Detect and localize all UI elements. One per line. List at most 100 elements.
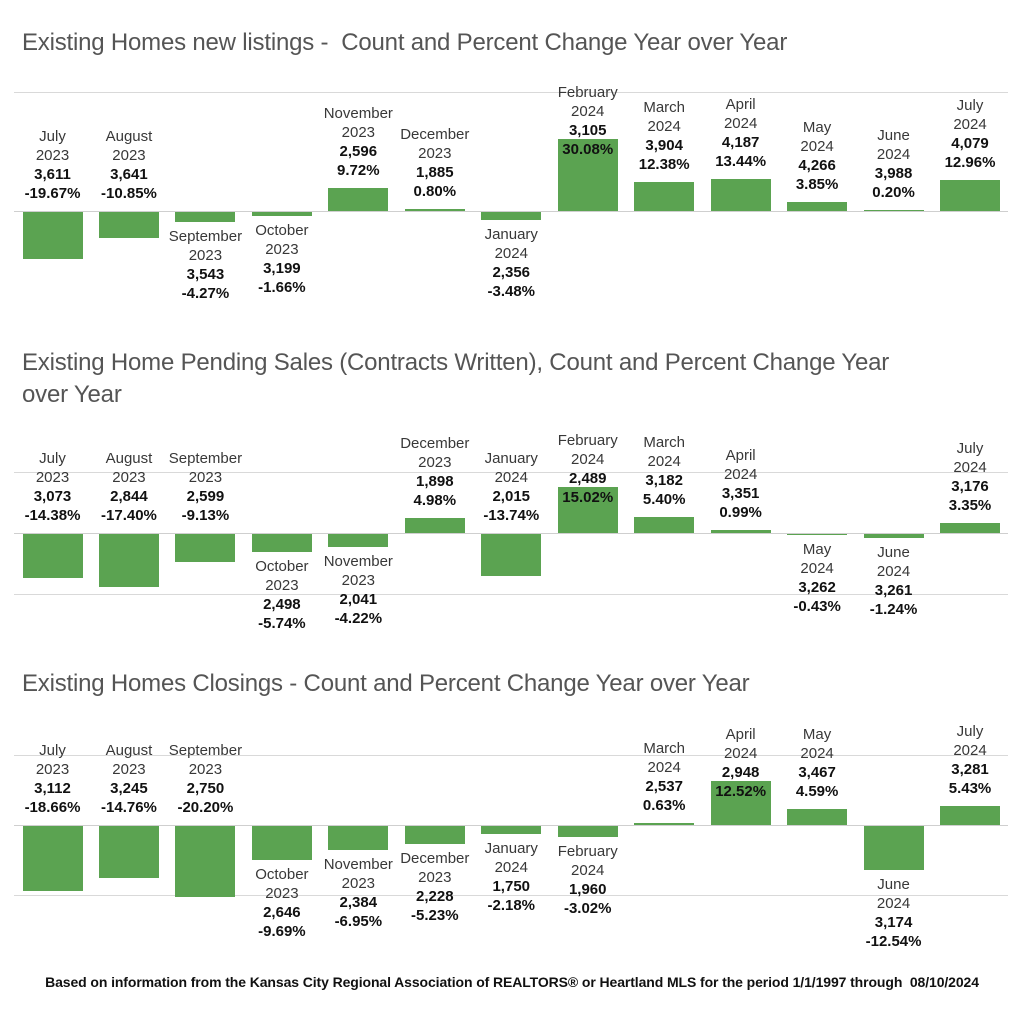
percent-label: 3.85% [795, 175, 839, 193]
bar-march-2024[interactable] [634, 181, 695, 211]
gridline--20pct [14, 895, 1008, 896]
chart-title-pending-sales: Existing Home Pending Sales (Contracts W… [22, 347, 889, 411]
bar-september-2023[interactable] [175, 826, 236, 897]
percent-label: 12.52% [715, 783, 767, 801]
bar-december-2023[interactable] [404, 517, 465, 533]
label-march-2024: March 2024 2,537 0.63% [564, 739, 764, 815]
bar-june-2024[interactable] [863, 826, 924, 870]
bar-january-2024[interactable] [481, 212, 542, 221]
label-september-2023: September 2023 3,543 -4.27% [105, 227, 305, 303]
bar-january-2024[interactable] [481, 534, 542, 576]
count-label: 2,356 [492, 264, 531, 282]
bar-november-2023[interactable] [328, 826, 389, 851]
label-october-2023: October 2023 2,646 -9.69% [182, 865, 382, 941]
year-label: 2024 [953, 742, 987, 759]
month-label: July [956, 723, 984, 740]
bar-april-2024[interactable] [710, 529, 771, 533]
bar-july-2023[interactable] [22, 826, 83, 892]
count-label: 3,351 [721, 484, 760, 502]
year-label: 2024 [571, 451, 605, 469]
bar-june-2024[interactable] [863, 534, 924, 538]
gridline-20pct [14, 755, 1008, 756]
bar-july-2024[interactable] [940, 180, 1001, 211]
bar-august-2023[interactable] [98, 534, 159, 588]
bar-april-2024[interactable] [710, 179, 771, 211]
month-label: March [643, 98, 686, 116]
month-label: April [725, 446, 756, 464]
month-label: February [557, 432, 618, 450]
bar-november-2023[interactable] [328, 187, 389, 211]
count-label: 2,844 [110, 488, 148, 505]
percent-label: -9.13% [181, 507, 230, 524]
bar-july-2024[interactable] [940, 805, 1001, 825]
bar-october-2023[interactable] [251, 212, 312, 216]
year-label: 2023 [188, 247, 223, 265]
bar-may-2024[interactable] [787, 808, 848, 825]
year-label: 2024 [723, 745, 758, 763]
month-label: October [255, 865, 309, 883]
label-november-2023: November 2023 2,596 9.72% [258, 104, 458, 180]
count-label: 2,384 [339, 894, 378, 912]
percent-label: -5.74% [258, 614, 306, 632]
bar-may-2024[interactable] [787, 201, 848, 211]
percent-label: 3.35% [948, 496, 992, 514]
percent-label: -1.66% [258, 278, 306, 296]
year-label: 2024 [723, 465, 758, 483]
percent-label: -14.76% [101, 799, 157, 816]
bar-february-2024[interactable] [557, 139, 618, 211]
percent-label: -4.22% [334, 609, 383, 627]
label-june-2024: June 2024 3,174 -12.54% [794, 875, 994, 951]
year-label: 2023 [112, 147, 146, 164]
count-label: 4,079 [951, 135, 989, 153]
count-label: 3,261 [874, 581, 913, 599]
bar-december-2023[interactable] [404, 209, 465, 211]
bar-april-2024[interactable] [710, 781, 771, 825]
percent-label: -10.85% [101, 185, 157, 202]
count-label: 3,988 [874, 165, 913, 182]
bar-february-2024[interactable] [557, 487, 618, 533]
count-label: 3,904 [645, 136, 683, 154]
bar-july-2023[interactable] [22, 212, 83, 259]
bar-march-2024[interactable] [634, 516, 695, 533]
label-october-2023: October 2023 2,498 -5.74% [182, 557, 382, 633]
bar-august-2023[interactable] [98, 212, 159, 238]
count-label: 3,611 [34, 166, 71, 183]
gridline-50pct [14, 92, 1008, 93]
year-label: 2024 [953, 458, 987, 476]
count-label: 3,073 [33, 488, 72, 505]
count-label: 4,266 [798, 156, 836, 174]
percent-label: -18.66% [24, 799, 81, 816]
year-label: 2023 [418, 453, 452, 471]
bar-september-2023[interactable] [175, 534, 236, 562]
bar-november-2023[interactable] [328, 534, 389, 547]
bar-july-2023[interactable] [22, 534, 83, 578]
bar-december-2023[interactable] [404, 826, 465, 845]
year-label: 2024 [953, 116, 987, 134]
chart-title-line: Existing Homes Closings - Count and Perc… [22, 670, 750, 697]
zero-axis-line [14, 211, 1008, 212]
percent-label: -4.27% [181, 285, 230, 303]
bar-june-2024[interactable] [863, 210, 924, 211]
month-label: June [877, 127, 910, 144]
month-label: September [168, 450, 243, 467]
bar-january-2024[interactable] [481, 826, 542, 834]
bar-september-2023[interactable] [175, 212, 236, 223]
month-label: January [484, 450, 538, 467]
month-label: May [802, 725, 832, 743]
bar-march-2024[interactable] [634, 822, 695, 825]
month-label: November [323, 104, 393, 122]
month-label: February [557, 842, 618, 860]
month-label: July [39, 742, 66, 759]
bar-august-2023[interactable] [98, 826, 159, 878]
label-may-2024: May 2024 4,266 3.85% [717, 118, 917, 194]
bar-october-2023[interactable] [251, 826, 312, 860]
bar-october-2023[interactable] [251, 534, 312, 552]
label-august-2023: August 2023 3,641 -10.85% [29, 127, 229, 203]
bar-february-2024[interactable] [557, 826, 618, 837]
bar-may-2024[interactable] [787, 534, 848, 536]
month-label: December [400, 126, 470, 144]
bar-july-2024[interactable] [940, 522, 1001, 533]
count-label: 2,041 [339, 590, 378, 608]
label-april-2024: April 2024 3,351 0.99% [641, 446, 841, 522]
label-february-2024: February 2024 3,105 30.08% [488, 83, 688, 159]
